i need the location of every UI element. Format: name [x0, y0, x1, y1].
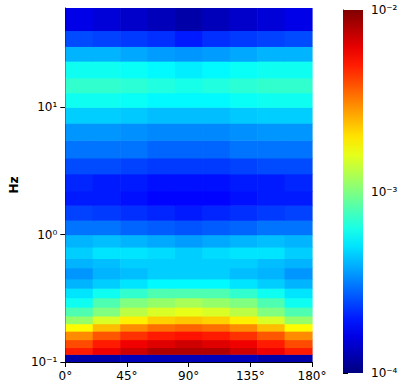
- svg-text:0°: 0°: [58, 369, 72, 383]
- svg-text:10¹: 10¹: [37, 100, 57, 114]
- svg-text:10⁻⁴: 10⁻⁴: [371, 366, 398, 380]
- svg-text:Hz: Hz: [7, 176, 21, 193]
- svg-text:10⁻²: 10⁻²: [371, 3, 398, 17]
- svg-text:135°: 135°: [236, 369, 265, 383]
- svg-text:90°: 90°: [178, 369, 199, 383]
- svg-text:10⁻¹: 10⁻¹: [31, 355, 58, 369]
- svg-text:10⁰: 10⁰: [37, 228, 57, 242]
- svg-text:180°: 180°: [298, 369, 327, 383]
- svg-text:10⁻³: 10⁻³: [371, 185, 398, 199]
- svg-text:45°: 45°: [116, 369, 137, 383]
